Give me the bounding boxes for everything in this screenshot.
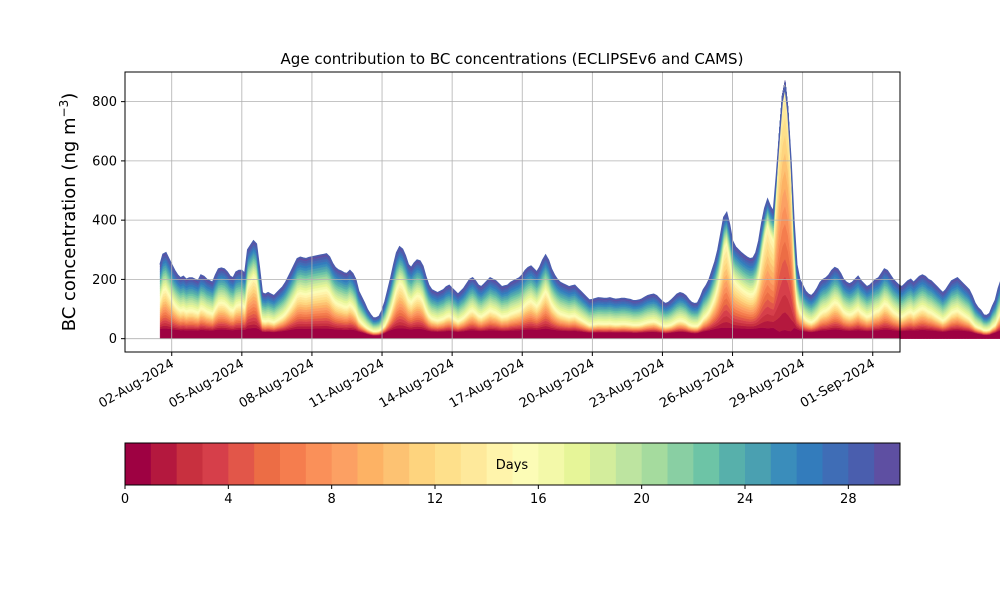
colorbar-tick-label: 8 [328, 492, 336, 507]
total-concentration-line [159, 86, 1000, 319]
colorbar-cell [202, 443, 229, 485]
y-axis: 0 200 400 600 800 [92, 95, 125, 347]
colorbar-cell [641, 443, 668, 485]
colorbar-tick-label: 4 [224, 492, 232, 507]
colorbar-cell [409, 443, 436, 485]
colorbar-cell [538, 443, 565, 485]
colorbar-tick-label: 20 [633, 492, 650, 507]
colorbar-tick-label: 24 [737, 492, 754, 507]
colorbar-ticks: 0 4 8 12 16 20 24 28 [121, 485, 857, 507]
colorbar-cell [383, 443, 410, 485]
colorbar-cell [667, 443, 694, 485]
y-tick-label: 600 [92, 154, 117, 169]
colorbar-cell [150, 443, 178, 485]
stacked-areas [159, 80, 1000, 339]
colorbar-tick-label: 0 [121, 492, 129, 507]
colorbar-cell [796, 443, 823, 485]
colorbar-cell [176, 443, 203, 485]
y-tick-label: 800 [92, 95, 117, 110]
colorbar-cell [745, 443, 772, 485]
colorbar-cell [512, 443, 539, 485]
colorbar-frame [124, 442, 901, 486]
y-axis-label-superscript: −3 [57, 100, 71, 118]
colorbar-cell [564, 443, 591, 485]
chart-title: Age contribution to BC concentrations (E… [281, 50, 744, 68]
colorbar-cell [254, 443, 281, 485]
colorbar-cell [280, 443, 307, 485]
colorbar: Days 0 4 8 12 16 20 24 28 [121, 442, 901, 507]
grid-lines [125, 72, 900, 352]
y-axis-label: BC concentration (ng m−3) [57, 93, 80, 332]
colorbar-cell [331, 443, 358, 485]
colorbar-tick-label: 16 [530, 492, 547, 507]
colorbar-cell [305, 443, 333, 485]
colorbar-cell [125, 443, 152, 485]
colorbar-cell [615, 443, 643, 485]
colorbar-cell [357, 443, 384, 485]
y-axis-label-main: BC concentration (ng m [59, 117, 80, 331]
colorbar-cell [848, 443, 875, 485]
colorbar-cell [874, 443, 901, 485]
y-axis-label-close: ) [59, 93, 80, 100]
y-tick-label: 0 [109, 332, 117, 347]
plot-frame [124, 71, 901, 353]
y-tick-label: 200 [92, 273, 117, 288]
colorbar-cell [590, 443, 617, 485]
colorbar-cell [822, 443, 849, 485]
colorbar-cells [125, 443, 901, 485]
colorbar-label: Days [496, 458, 529, 473]
colorbar-cell [693, 443, 720, 485]
colorbar-cell [719, 443, 746, 485]
colorbar-cell [228, 443, 255, 485]
colorbar-tick-label: 28 [840, 492, 857, 507]
colorbar-cell [770, 443, 798, 485]
colorbar-cell [435, 443, 462, 485]
y-tick-label: 400 [92, 214, 117, 229]
colorbar-cell [460, 443, 488, 485]
colorbar-cell [486, 443, 513, 485]
colorbar-tick-label: 12 [427, 492, 444, 507]
